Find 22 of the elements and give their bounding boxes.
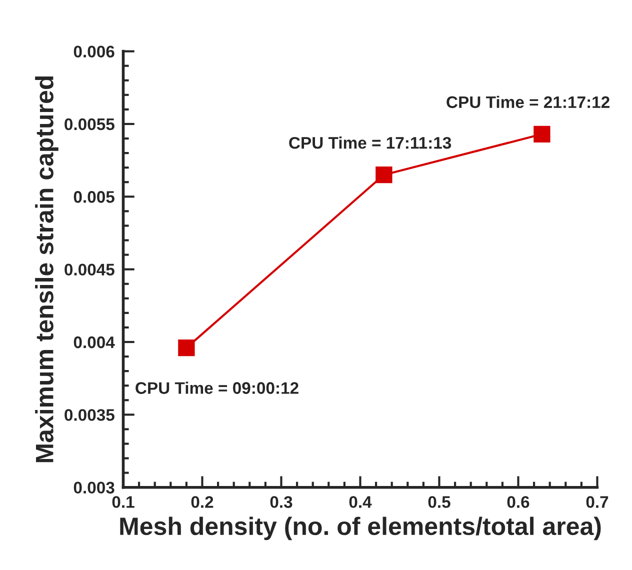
x-tick-label: 0.7 [586, 496, 608, 508]
annotation: CPU Time = 17:11:13 [289, 136, 452, 149]
x-tick-label: 0.2 [191, 496, 214, 508]
point [178, 339, 195, 356]
y-tick-label: 0.005 [74, 191, 114, 203]
y-tick-label: 0.006 [74, 46, 114, 58]
x-tick-label: 0.5 [428, 496, 450, 508]
x-axis-title: Mesh density (no. of elements/total area) [120, 516, 601, 540]
annotation: CPU Time = 09:00:12 [136, 382, 298, 394]
y-tick-label: 0.004 [74, 336, 115, 348]
x-tick-label: 0.1 [112, 496, 134, 508]
y-axis-title: Maximum tensile strain captured [35, 76, 58, 462]
y-tick-label: 0.0045 [64, 264, 114, 276]
y-tick-label: 0.0055 [64, 118, 114, 130]
x-tick-label: 0.4 [349, 496, 372, 508]
point [534, 126, 550, 142]
y-tick-label: 0.0035 [64, 409, 114, 421]
x-tick-label: 0.6 [507, 496, 530, 508]
annotation: CPU Time = 21:17:12 [446, 96, 610, 108]
point [376, 166, 392, 184]
x-tick-label: 0.3 [270, 496, 292, 508]
y-tick-label: 0.003 [74, 482, 114, 494]
